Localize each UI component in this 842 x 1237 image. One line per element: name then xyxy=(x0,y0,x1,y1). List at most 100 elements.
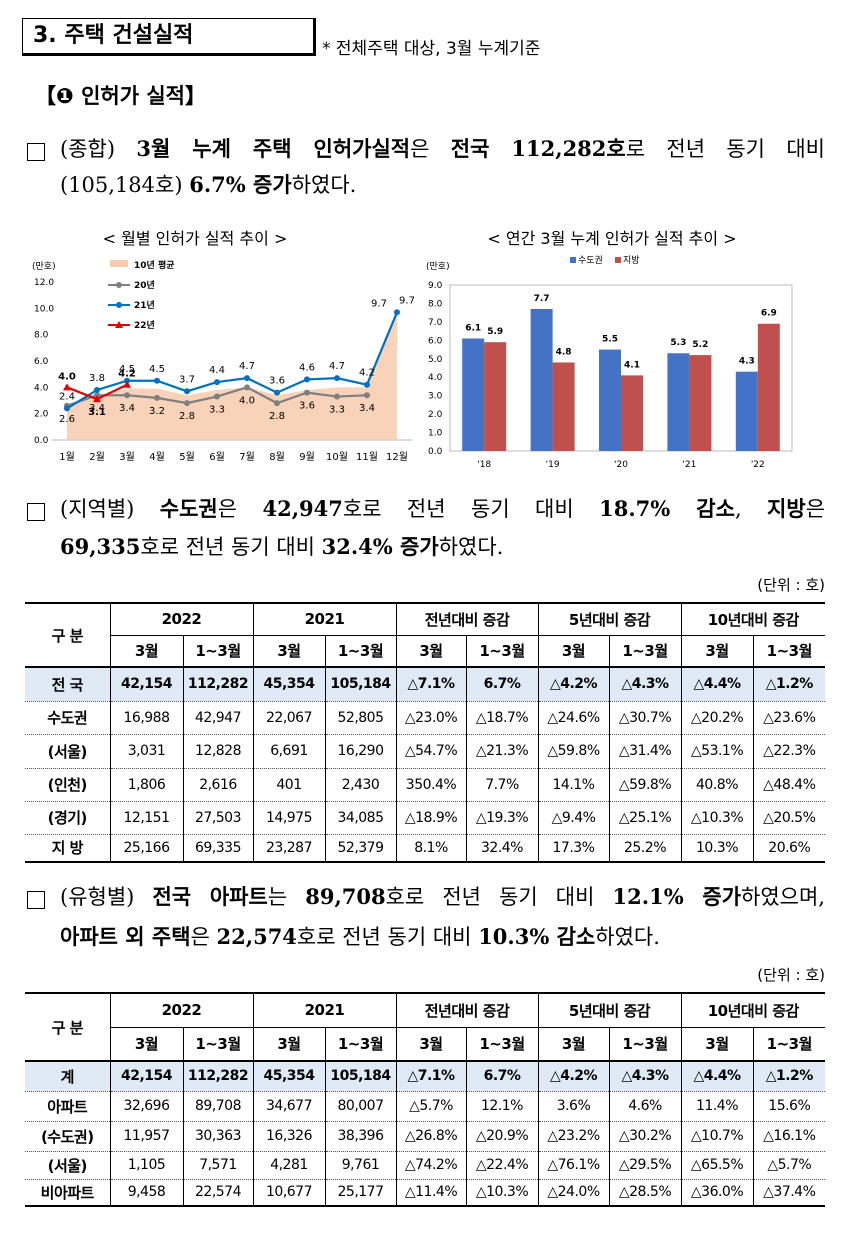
text-run: 10.3% 감소 xyxy=(478,924,596,949)
x-tick-label: 7월 xyxy=(239,451,255,463)
data-label: 3.3 xyxy=(209,405,225,416)
paragraph-line: 아파트 외 주택은 22,574호로 전년 동기 대비 10.3% 감소하였다. xyxy=(60,922,660,952)
text-run: 는 xyxy=(267,885,306,909)
cell: △24.6% xyxy=(537,700,610,734)
cell: 16,290 xyxy=(324,733,397,768)
note: * 전체주택 대상, 3월 누계기준 xyxy=(322,39,541,59)
marker xyxy=(334,393,340,400)
cell: △36.0% xyxy=(680,1178,754,1206)
data-label: 5.2 xyxy=(692,340,708,350)
y-tick-label: 0.0 xyxy=(428,447,443,457)
group-header: 2021 xyxy=(252,602,397,635)
cell: △20.9% xyxy=(465,1120,539,1151)
cell: 6,691 xyxy=(252,733,326,768)
cell: △23.0% xyxy=(395,700,467,734)
data-row: 지 방 25,166 69,335 23,287 52,379 8.1% 32.4% 17.3… xyxy=(25,833,826,862)
group-header: 2021 xyxy=(252,992,397,1027)
marker xyxy=(364,381,370,388)
cell: △5.7% xyxy=(395,1090,467,1121)
legend-label: 지방 xyxy=(623,255,640,266)
cell: 112,282 xyxy=(182,666,254,701)
data-row: 아파트 32,696 89,708 34,677 80,007 △5.7% 12.1% 3.6… xyxy=(25,1090,826,1121)
legend-marker xyxy=(115,321,123,328)
cell: △4.3% xyxy=(608,666,682,701)
text-run: 하였다. xyxy=(291,173,357,197)
cell: △7.1% xyxy=(395,666,467,701)
data-label: 4.5 xyxy=(149,364,165,375)
text-run: 32.4% 증가 xyxy=(321,534,439,559)
cell: 23,287 xyxy=(252,833,326,862)
data-label: 4.6 xyxy=(299,362,315,373)
cell: 14,975 xyxy=(252,800,326,834)
cell: 3,031 xyxy=(109,733,184,768)
table-wrap: 구 분 2022 2021 전년대비 증감 5년대비 증감 10년대비 증감 3월 1~3월 3… xyxy=(25,992,826,1207)
corner-cell: 구 분 xyxy=(25,992,111,1061)
cell: △23.6% xyxy=(752,700,826,734)
data-label: 3.6 xyxy=(299,401,315,412)
text-run: 수도권 xyxy=(159,496,218,521)
marker xyxy=(304,376,310,383)
data-label: 4.7 xyxy=(239,361,255,372)
data-label: 3.4 xyxy=(119,403,135,414)
row-label: (인천) xyxy=(25,767,111,801)
text-run: (지역별) xyxy=(60,497,160,521)
row-label: 지 방 xyxy=(25,833,111,862)
data-label: 7.7 xyxy=(534,294,550,304)
data-table: 구 분 2022 2021 전년대비 증감 5년대비 증감 10년대비 증감 3월 1~3월 3… xyxy=(25,602,826,863)
data-table: 구 분 2022 2021 전년대비 증감 5년대비 증감 10년대비 증감 3월 1~3월 3… xyxy=(25,992,826,1207)
cell: 22,574 xyxy=(182,1178,254,1206)
cell: 45,354 xyxy=(252,1060,326,1091)
chart-title: < 월별 인허가 실적 추이 > xyxy=(103,229,288,248)
cell: 14.1% xyxy=(537,767,610,801)
text-run: 22,574 xyxy=(216,924,297,949)
cell: 32,696 xyxy=(109,1090,184,1121)
cell: 16,326 xyxy=(252,1120,326,1151)
cell: 11.4% xyxy=(680,1090,754,1121)
data-label: 3.8 xyxy=(89,373,105,384)
cell: △18.7% xyxy=(465,700,539,734)
bar xyxy=(462,338,485,451)
legend-marker xyxy=(116,282,122,288)
text-run: 은 xyxy=(217,497,263,521)
sub-header: 3월 xyxy=(395,1026,467,1061)
data-label: 3.4 xyxy=(89,403,105,414)
marker xyxy=(94,386,100,393)
marker xyxy=(64,405,70,412)
cell: 25,177 xyxy=(324,1178,397,1206)
y-tick-label: 12.0 xyxy=(34,278,54,288)
row-label: (경기) xyxy=(25,800,111,834)
cell: 105,184 xyxy=(324,666,397,701)
cell: △74.2% xyxy=(395,1150,467,1179)
text-run: 전국 아파트 xyxy=(152,884,268,909)
cell: 32.4% xyxy=(465,833,539,862)
cell: 11,957 xyxy=(109,1120,184,1151)
cell: 6.7% xyxy=(465,666,539,701)
cell: 34,677 xyxy=(252,1090,326,1121)
data-label: 2.6 xyxy=(59,414,75,425)
data-label: 4.3 xyxy=(739,357,755,367)
text-run: 하였다. xyxy=(438,535,504,559)
sub-header: 3월 xyxy=(395,634,467,667)
unit-label: (단위 : 호) xyxy=(757,576,825,594)
text-run: 18.7% 감소 xyxy=(599,496,735,521)
bar xyxy=(735,371,758,451)
text-run: 3월 누계 주택 인허가실적 xyxy=(136,136,411,161)
marker xyxy=(124,392,130,399)
checkbox xyxy=(27,891,45,909)
data-label: 3.6 xyxy=(269,376,285,387)
bar xyxy=(552,362,575,451)
line xyxy=(66,311,399,410)
marker xyxy=(244,384,250,391)
group-header: 10년대비 증감 xyxy=(680,602,826,635)
text-run: (105,184호) xyxy=(60,173,190,197)
cell: △22.3% xyxy=(752,733,826,768)
marker xyxy=(364,392,370,399)
annual-chart: < 연간 3월 누계 인허가 실적 추이 > (만호) 0.0 1.0 2.0 3.0 4.… xyxy=(426,229,793,470)
legend-swatch xyxy=(110,260,128,267)
y-tick-label: 10.0 xyxy=(34,304,54,314)
y-tick-label: 8.0 xyxy=(428,299,443,309)
cell: 22,067 xyxy=(252,700,326,734)
data-label: 3.4 xyxy=(359,403,375,414)
cell: △65.5% xyxy=(680,1150,754,1179)
cell: △20.2% xyxy=(680,700,754,734)
